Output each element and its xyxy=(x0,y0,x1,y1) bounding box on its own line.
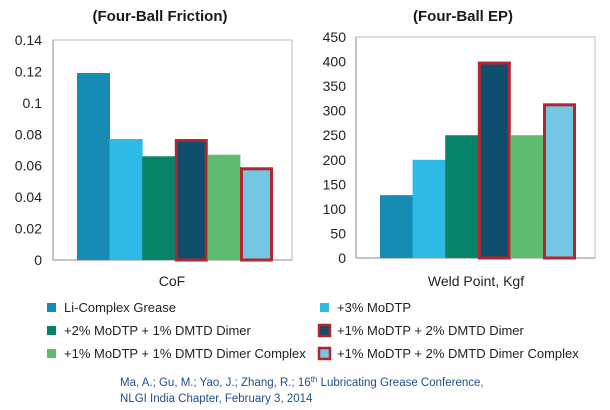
legend-label: +2% MoDTP + 1% DMTD Dimer xyxy=(64,323,252,338)
ep-y-tick-label: 200 xyxy=(323,152,347,168)
friction-y-tick-label: 0.06 xyxy=(15,158,42,174)
legend-item-1-modtp-1-dmtd-dimer-complex: +1% MoDTP + 1% DMTD Dimer Complex xyxy=(47,346,306,361)
friction-y-tick-label: 0.1 xyxy=(23,95,43,111)
ep-bar-1-modtp-1-dmtd-dimer-complex xyxy=(510,135,544,258)
ep-chart-title: (Four-Ball EP) xyxy=(413,8,513,25)
friction-bar-2-modtp-1-dmtd-dimer xyxy=(142,156,176,260)
ep-y-tick-label: 250 xyxy=(323,127,347,143)
ep-y-tick-label: 300 xyxy=(323,103,347,119)
friction-y-tick-label: 0 xyxy=(34,252,42,268)
ep-bars xyxy=(380,61,576,260)
ep-y-tick-label: 450 xyxy=(323,29,347,45)
legend-label: +3% MoDTP xyxy=(337,300,411,315)
friction-y-tick-label: 0.02 xyxy=(15,221,42,237)
legend-label: +1% MoDTP + 2% DMTD Dimer Complex xyxy=(337,346,579,361)
ep-chart: (Four-Ball EP) 450 400 350 300 250 200 150 100 5… xyxy=(323,8,596,289)
friction-y-tick-label: 0.12 xyxy=(15,63,42,79)
legend-swatch xyxy=(320,303,329,312)
ep-y-tick-label: 100 xyxy=(323,201,347,217)
legend-swatch xyxy=(317,323,332,338)
legend: Li-Complex Grease +3% MoDTP +2% MoDTP + 1%… xyxy=(47,300,579,361)
citation-line-1-end: Lubricating Grease Conference, xyxy=(317,377,483,389)
legend-item-2-modtp-1-dmtd-dimer: +2% MoDTP + 1% DMTD Dimer xyxy=(47,323,252,338)
citation-line-1-superscript: th xyxy=(311,375,318,384)
friction-bar-3-modtp xyxy=(109,139,143,260)
citation-line-1: Ma, A.; Gu, M.; Yao, J.; Zhang, R.; 16th… xyxy=(120,375,484,390)
legend-swatch xyxy=(47,326,56,335)
friction-bar-1-modtp-2-dmtd-dimer xyxy=(174,139,208,262)
ep-y-tick-labels: 450 400 350 300 250 200 150 100 50 0 xyxy=(323,29,347,266)
friction-chart: (Four-Ball Friction) 0.14 0.12 0.1 0.08 0.06… xyxy=(15,8,293,289)
ep-y-tick-label: 400 xyxy=(323,54,347,70)
legend-item-li-complex-grease: Li-Complex Grease xyxy=(47,300,176,315)
friction-chart-title: (Four-Ball Friction) xyxy=(93,8,228,25)
citation: Ma, A.; Gu, M.; Yao, J.; Zhang, R.; 16th… xyxy=(120,375,484,406)
legend-swatch xyxy=(317,346,332,361)
friction-y-tick-label: 0.04 xyxy=(15,189,42,205)
friction-bars xyxy=(77,73,273,262)
legend-label: +1% MoDTP + 1% DMTD Dimer Complex xyxy=(64,346,306,361)
ep-bar-3-modtp xyxy=(412,159,446,258)
friction-y-tick-labels: 0.14 0.12 0.1 0.08 0.06 0.04 0.02 0 xyxy=(15,32,42,268)
legend-label: +1% MoDTP + 2% DMTD Dimer xyxy=(337,323,525,338)
citation-line-1-start: Ma, A.; Gu, M.; Yao, J.; Zhang, R.; 16 xyxy=(120,377,311,389)
friction-bar-1-modtp-1-dmtd-dimer-complex xyxy=(207,154,241,260)
legend-item-3-modtp: +3% MoDTP xyxy=(320,300,411,315)
ep-y-tick-label: 350 xyxy=(323,78,347,94)
ep-y-tick-label: 150 xyxy=(323,176,347,192)
citation-line-2: NLGI India Chapter, February 3, 2014 xyxy=(120,393,313,405)
friction-y-tick-label: 0.14 xyxy=(15,32,42,48)
ep-y-tick-label: 0 xyxy=(338,250,346,266)
friction-y-tick-label: 0.08 xyxy=(15,126,42,142)
ep-bar-1-modtp-2-dmtd-dimer xyxy=(477,61,511,260)
ep-y-tick-label: 50 xyxy=(330,225,346,241)
ep-bar-li-complex-grease xyxy=(380,195,413,258)
ep-bar-1-modtp-2-dmtd-dimer-complex xyxy=(543,103,576,260)
legend-swatch xyxy=(47,349,56,358)
ep-bar-2-modtp-1-dmtd-dimer xyxy=(445,135,479,258)
friction-bar-1-modtp-2-dmtd-dimer-complex xyxy=(240,167,273,262)
friction-x-axis-label: CoF xyxy=(159,273,185,289)
legend-swatch xyxy=(47,303,56,312)
legend-item-1-modtp-2-dmtd-dimer: +1% MoDTP + 2% DMTD Dimer xyxy=(317,323,525,338)
legend-item-1-modtp-2-dmtd-dimer-complex: +1% MoDTP + 2% DMTD Dimer Complex xyxy=(317,346,579,361)
legend-label: Li-Complex Grease xyxy=(64,300,176,315)
ep-x-axis-label: Weld Point, Kgf xyxy=(428,273,524,289)
friction-bar-li-complex-grease xyxy=(77,73,110,260)
